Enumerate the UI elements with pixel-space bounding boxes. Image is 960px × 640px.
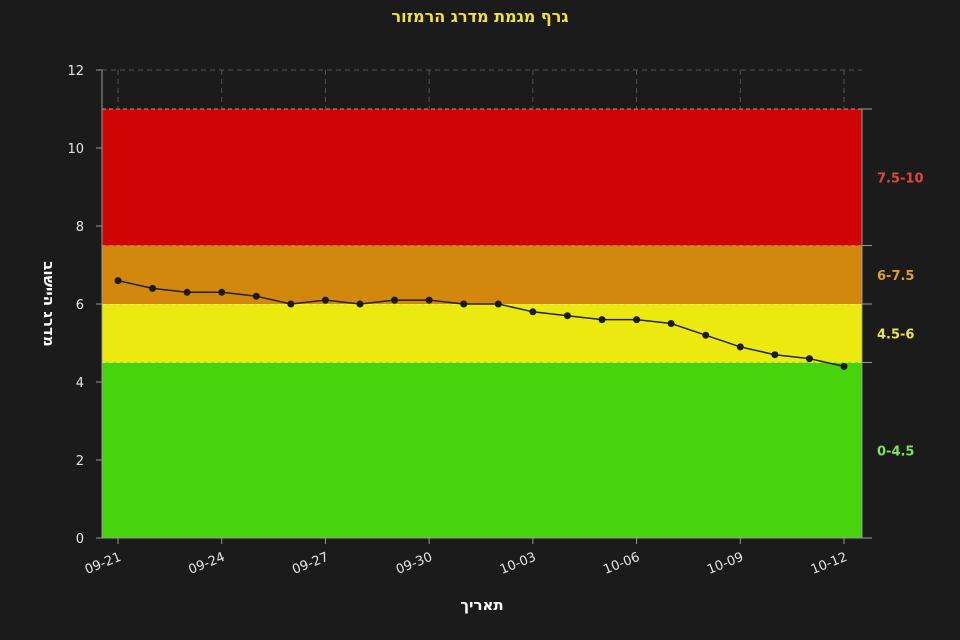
band-7.5-10	[102, 109, 862, 246]
band-6-7.5	[102, 245, 862, 304]
band-4.5-6	[102, 304, 862, 363]
band-layer	[102, 108, 862, 538]
band-0-4.5	[102, 362, 862, 538]
data-point	[425, 296, 433, 304]
x-tick-label: 09-27	[290, 550, 331, 578]
x-tick-label: 10-12	[809, 550, 850, 578]
data-point	[114, 277, 122, 285]
y-tick-label: 2	[76, 454, 84, 469]
band-label: 0-4.5	[877, 444, 914, 459]
data-point	[771, 351, 779, 359]
x-tick-label: 10-06	[601, 550, 642, 578]
y-axis-title: מדרג היישוב	[40, 261, 58, 346]
data-point	[805, 355, 813, 363]
data-point	[598, 316, 606, 324]
y-tick-label: 0	[76, 532, 84, 547]
data-point	[218, 288, 226, 296]
x-tick-label: 09-21	[83, 550, 124, 578]
y-tick-label: 12	[67, 64, 84, 79]
data-point	[563, 312, 571, 320]
band-label: 7.5-10	[877, 171, 924, 186]
y-tick-label: 6	[76, 298, 84, 313]
data-point	[321, 296, 329, 304]
data-point	[667, 320, 675, 327]
data-point	[460, 300, 468, 308]
data-point	[252, 292, 260, 300]
y-tick-label: 10	[67, 142, 84, 157]
data-point	[840, 362, 848, 370]
label-layer: 0-4.5 4.5-6 6-7.5 7.5-10 תאריך מדרג היישוב	[40, 171, 924, 614]
data-point	[183, 288, 191, 296]
band-label: 4.5-6	[877, 327, 914, 342]
data-point	[529, 308, 537, 316]
series-layer	[114, 277, 848, 370]
y-tick-label: 4	[76, 376, 84, 391]
chart-title: גרף מגמת מדרג הרמזור	[391, 7, 569, 26]
x-tick-label: 09-30	[394, 550, 435, 578]
y-tick-label: 8	[76, 220, 84, 235]
data-point	[391, 296, 399, 304]
data-point	[736, 343, 744, 351]
data-point	[356, 300, 364, 308]
x-axis-title: תאריך	[460, 596, 503, 614]
band-label: 6-7.5	[877, 269, 914, 284]
series-line	[117, 279, 845, 368]
x-tick-label: 10-09	[705, 550, 746, 578]
grid-layer	[102, 69, 862, 109]
data-point	[633, 316, 641, 324]
data-point	[494, 300, 502, 308]
data-point	[149, 284, 157, 292]
data-point	[702, 331, 710, 339]
x-tick-label: 09-24	[187, 550, 228, 578]
x-tick-label: 10-03	[498, 550, 539, 578]
data-point	[287, 300, 295, 308]
